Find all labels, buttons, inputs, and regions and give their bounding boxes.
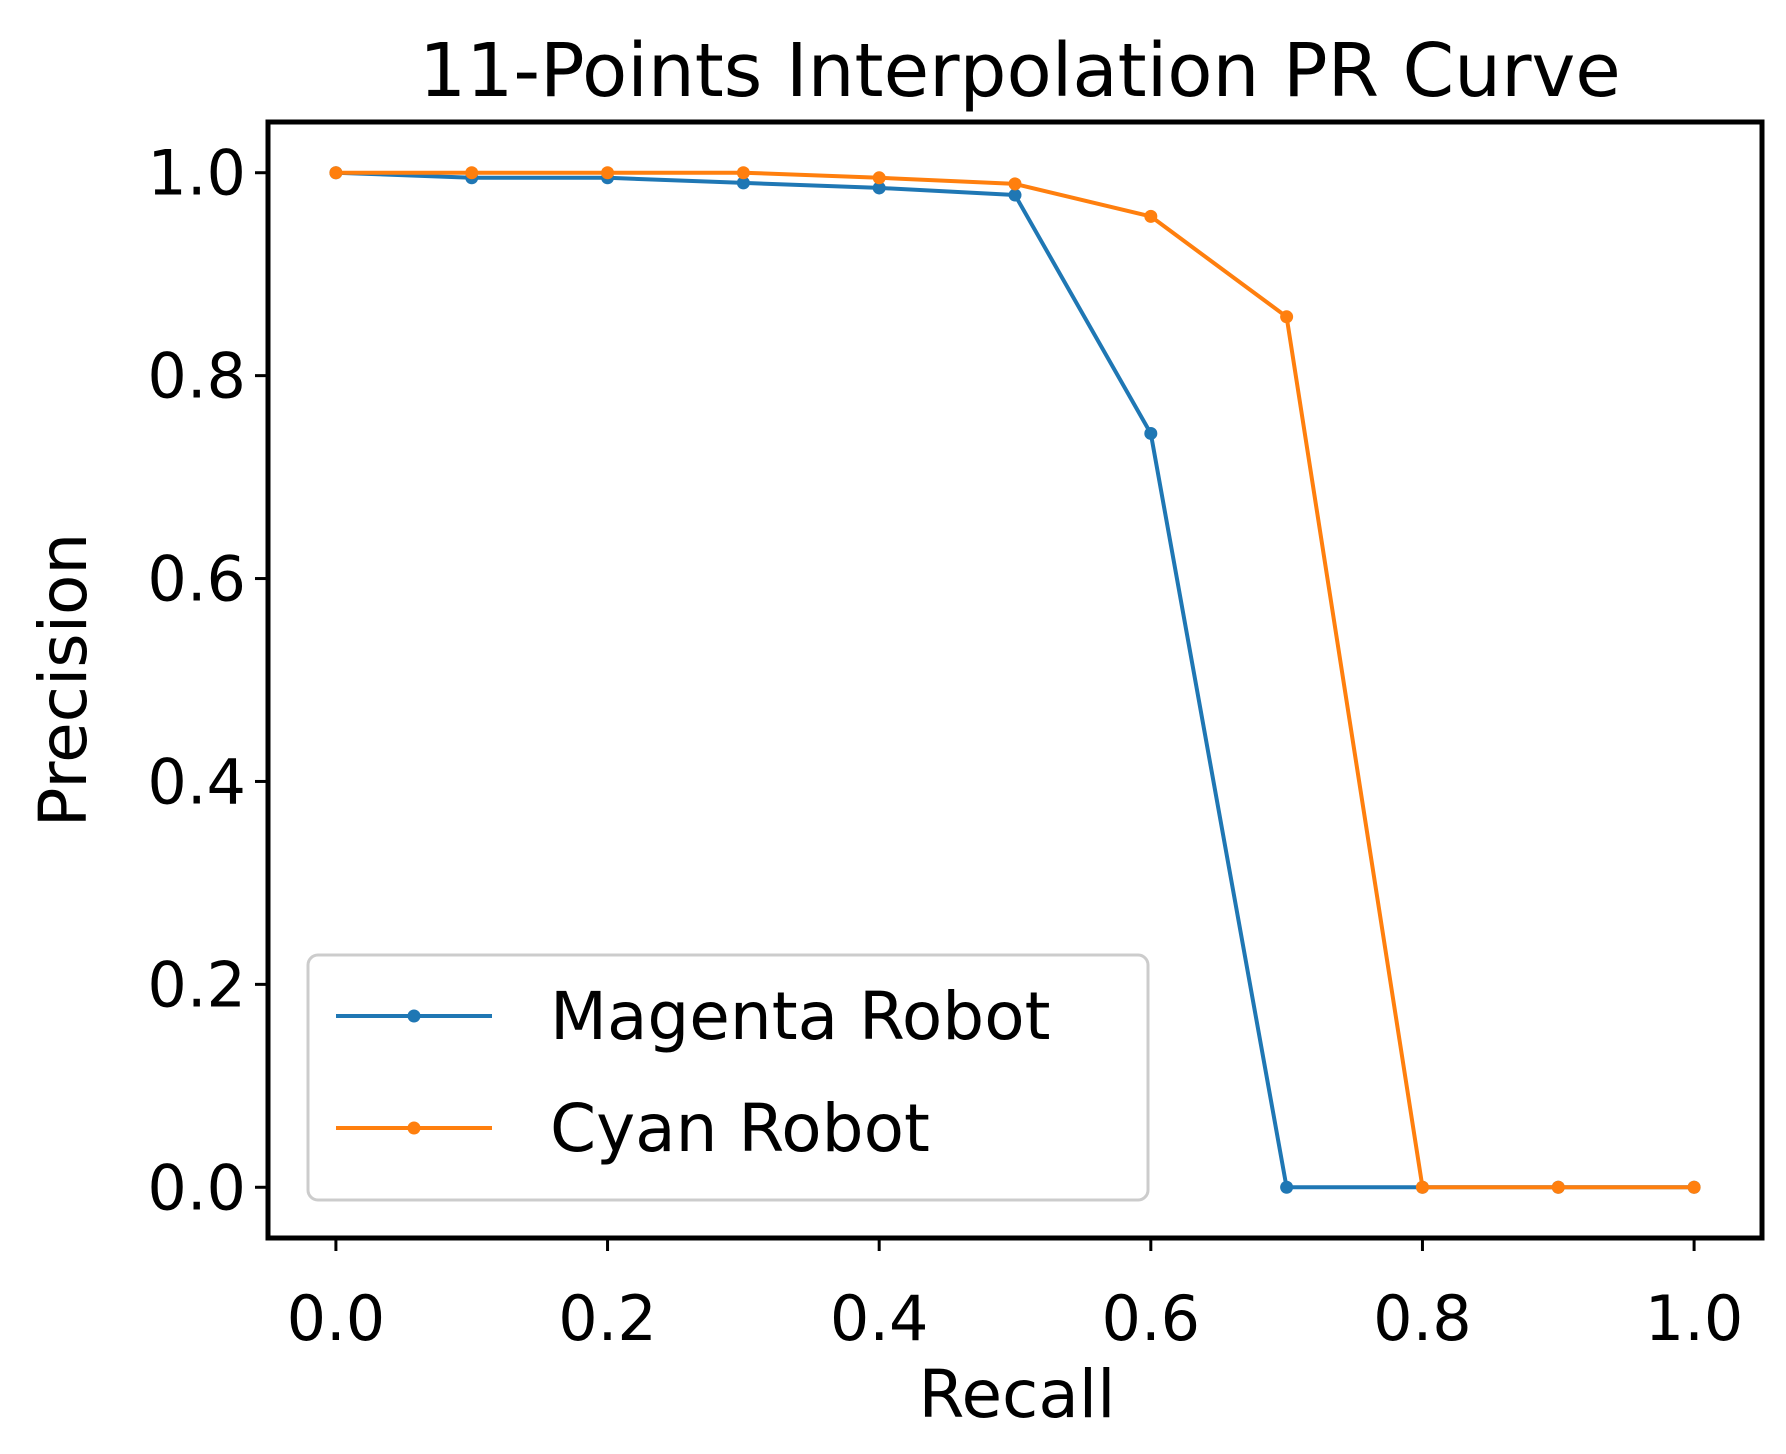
data-point-magenta-robot <box>1280 1180 1294 1194</box>
data-point-magenta-robot <box>872 181 886 195</box>
data-point-cyan-robot <box>1280 310 1294 324</box>
y-tick-label: 0.4 <box>147 745 246 818</box>
data-point-cyan-robot <box>1687 1180 1701 1194</box>
data-point-cyan-robot <box>1144 209 1158 223</box>
x-tick-label: 0.2 <box>558 1282 657 1355</box>
legend: Magenta Robot Cyan Robot <box>306 953 1150 1202</box>
data-point-cyan-robot <box>1415 1180 1429 1194</box>
x-tick-label: 1.0 <box>1645 1282 1744 1355</box>
data-point-cyan-robot <box>736 166 750 180</box>
data-point-cyan-robot <box>1008 177 1022 191</box>
data-point-magenta-robot <box>1008 188 1022 202</box>
x-tick-label: 0.8 <box>1373 1282 1472 1355</box>
y-tick-label: 0.0 <box>147 1151 246 1224</box>
data-point-cyan-robot <box>872 171 886 185</box>
y-tick-label: 0.6 <box>147 543 246 616</box>
ticks-group: 0.0 0.2 0.4 0.6 0.8 1.0 0.0 0.2 0.4 0.6 0.8 1.0 <box>147 137 1743 1355</box>
plot-frame <box>265 119 1765 1241</box>
data-point-cyan-robot <box>329 166 343 180</box>
legend-box <box>306 953 1150 1202</box>
x-tick-label: 0.4 <box>830 1282 929 1355</box>
series-group <box>329 166 1701 1194</box>
legend-entries: Magenta Robot Cyan Robot <box>336 978 1050 1167</box>
data-point-cyan-robot <box>1551 1180 1565 1194</box>
legend-swatch-marker <box>407 1121 421 1135</box>
data-point-magenta-robot <box>1144 426 1158 440</box>
legend-label: Cyan Robot <box>550 1090 930 1167</box>
y-tick-label: 1.0 <box>147 137 246 210</box>
chart-title: 11-Points Interpolation PR Curve <box>419 28 1621 114</box>
y-tick-label: 0.2 <box>147 948 246 1021</box>
legend-entry-cyan-robot: Cyan Robot <box>336 1090 930 1167</box>
y-tick-label: 0.8 <box>147 340 246 413</box>
data-point-cyan-robot <box>601 166 615 180</box>
data-point-magenta-robot <box>736 176 750 190</box>
data-point-cyan-robot <box>465 166 479 180</box>
y-axis-label: Precision <box>25 533 102 828</box>
legend-entry-magenta-robot: Magenta Robot <box>336 978 1050 1055</box>
x-tick-label: 0.6 <box>1102 1282 1201 1355</box>
legend-label: Magenta Robot <box>550 978 1050 1055</box>
legend-swatch-marker <box>407 1009 421 1023</box>
x-axis-label: Recall <box>919 1356 1116 1433</box>
x-tick-label: 0.0 <box>287 1282 386 1355</box>
series-cyan-robot <box>329 166 1701 1194</box>
